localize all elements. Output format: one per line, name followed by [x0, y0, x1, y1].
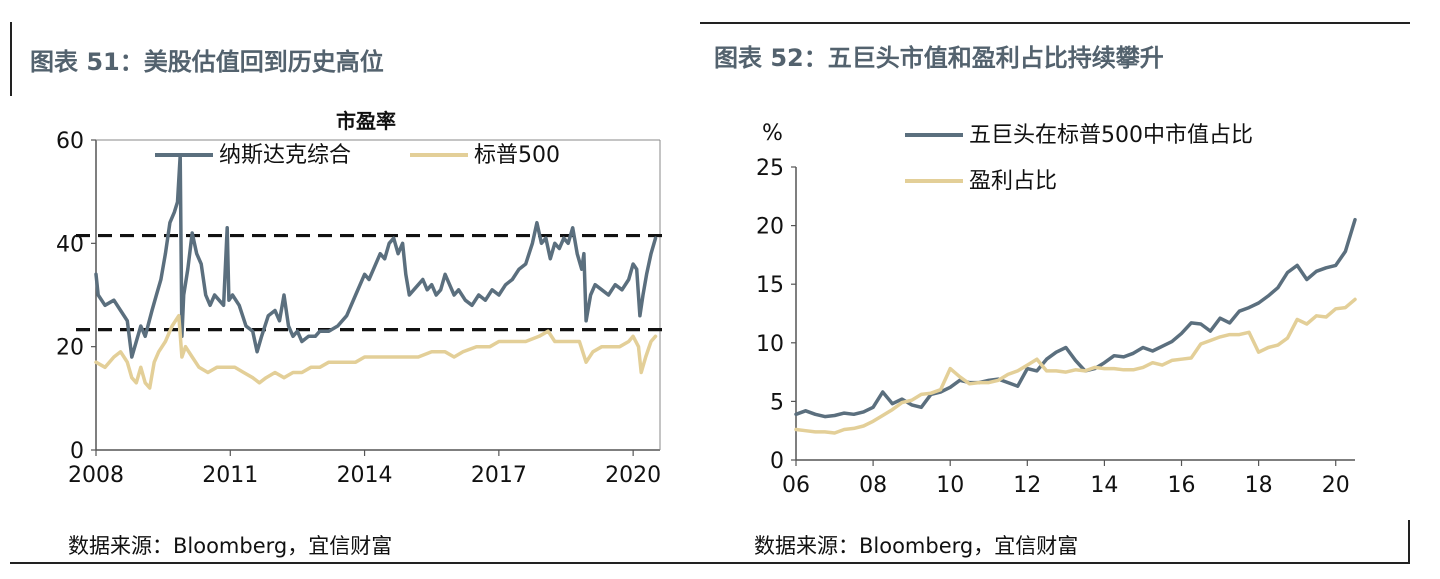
y-tick-label-5: 25: [756, 156, 784, 181]
market-share-chart: 0 5 10 15 20 25 06 08 10 12 14 16 18 20 五巨头在标普500中市值占比…: [756, 121, 1357, 498]
y-tick-label-0: 0: [770, 449, 784, 474]
x-tick-label-4: 2020: [605, 463, 661, 488]
x-tick-label-3: 12: [1013, 473, 1041, 498]
y-tick-label-2: 10: [756, 332, 784, 357]
figure-51-title: 图表 51：美股估值回到历史高位: [30, 48, 384, 76]
x-tick-label-6: 18: [1245, 473, 1273, 498]
x-tick-label-1: 2011: [202, 463, 258, 488]
x-tick-label-1: 08: [859, 473, 887, 498]
series-line-1: [94, 313, 658, 390]
x-tick-label-2: 10: [936, 473, 964, 498]
x-tick-label-7: 20: [1322, 473, 1350, 498]
x-tick-label-0: 06: [782, 473, 810, 498]
left-title-vertical-rule: [10, 22, 12, 96]
right-vertical-rule: [1408, 520, 1410, 564]
y-axis-unit-label: %: [762, 121, 783, 146]
figure-51-source: 数据来源：Bloomberg，宜信财富: [68, 534, 393, 558]
y-tick-label-4: 20: [756, 215, 784, 240]
y-tick-label-3: 60: [56, 129, 84, 154]
right-bottom-rule: [700, 562, 1410, 564]
x-tick-label-3: 2017: [471, 463, 527, 488]
x-tick-label-5: 16: [1168, 473, 1196, 498]
series-line-0: [794, 217, 1357, 419]
series-line-0: [94, 153, 658, 359]
y-tick-label-0: 0: [70, 439, 84, 464]
figure-52-source: 数据来源：Bloomberg，宜信财富: [754, 534, 1079, 558]
figure-51: 图表 51：美股估值回到历史高位 0 20 40 60 2008 2011 2014 2017…: [0, 0, 700, 579]
y-tick-label-1: 5: [770, 390, 784, 415]
x-tick-label-0: 2008: [68, 463, 124, 488]
figure-52: 图表 52：五巨头市值和盈利占比持续攀升 0 5 10 15 20 25 06 08 10 12 1…: [700, 0, 1440, 579]
x-tick-label-4: 14: [1090, 473, 1118, 498]
legend-label-1: 标普500: [474, 143, 560, 168]
series-line-1: [794, 297, 1357, 435]
legend-label-1: 盈利占比: [969, 169, 1057, 194]
right-title-top-rule: [700, 22, 1410, 24]
chart-title: 市盈率: [336, 109, 396, 133]
figure-52-title: 图表 52：五巨头市值和盈利占比持续攀升: [714, 44, 1164, 72]
y-tick-label-1: 20: [56, 336, 84, 361]
x-tick-label-2: 2014: [337, 463, 393, 488]
left-bottom-rule: [10, 562, 700, 564]
y-tick-label-3: 15: [756, 273, 784, 298]
legend-label-0: 五巨头在标普500中市值占比: [969, 123, 1253, 148]
legend-label-0: 纳斯达克综合: [219, 143, 351, 168]
